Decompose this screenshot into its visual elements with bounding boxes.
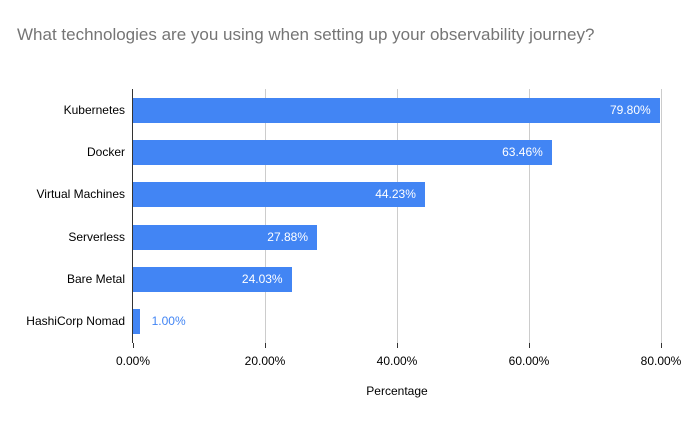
x-axis-tick bbox=[133, 343, 134, 348]
x-tick-label: 60.00% bbox=[508, 354, 550, 368]
x-tick-label: 40.00% bbox=[376, 354, 418, 368]
x-tick-label: 20.00% bbox=[244, 354, 286, 368]
bar-hashicorp-nomad[interactable] bbox=[133, 309, 140, 335]
category-label: HashiCorp Nomad bbox=[26, 314, 125, 329]
bar-virtual-machines[interactable] bbox=[133, 182, 425, 208]
category-label: Bare Metal bbox=[66, 272, 125, 286]
y-axis-line bbox=[132, 89, 133, 343]
x-axis-tick bbox=[265, 343, 266, 348]
gridline bbox=[661, 89, 662, 343]
x-axis-title: Percentage bbox=[366, 384, 428, 398]
bar-serverless[interactable] bbox=[133, 224, 317, 250]
bar-value-label: 79.80% bbox=[609, 102, 651, 117]
x-axis-tick bbox=[529, 343, 530, 348]
category-label: Docker bbox=[86, 145, 125, 159]
bar-value-label: 44.23% bbox=[375, 187, 416, 202]
bar-docker[interactable] bbox=[133, 140, 552, 165]
bar-value-label: 63.46% bbox=[502, 145, 543, 159]
category-label: Virtual Machines bbox=[36, 187, 126, 202]
x-tick-label: 0.00% bbox=[115, 354, 151, 368]
bar-value-label: 1.00% bbox=[151, 314, 186, 329]
bar-value-label: 24.03% bbox=[241, 272, 283, 286]
bar-kubernetes[interactable] bbox=[133, 97, 660, 123]
gridline bbox=[397, 89, 398, 343]
category-label: Serverless bbox=[68, 229, 125, 244]
gridline bbox=[529, 89, 530, 343]
x-axis-tick bbox=[397, 343, 398, 348]
chart-title: What technologies are you using when set… bbox=[17, 25, 595, 44]
bar-value-label: 27.88% bbox=[267, 229, 308, 244]
bar-bare-metal[interactable] bbox=[133, 267, 292, 292]
gridline bbox=[265, 89, 266, 343]
x-tick-label: 80.00% bbox=[640, 354, 682, 368]
category-label: Kubernetes bbox=[63, 102, 125, 117]
x-axis-tick bbox=[661, 343, 662, 348]
